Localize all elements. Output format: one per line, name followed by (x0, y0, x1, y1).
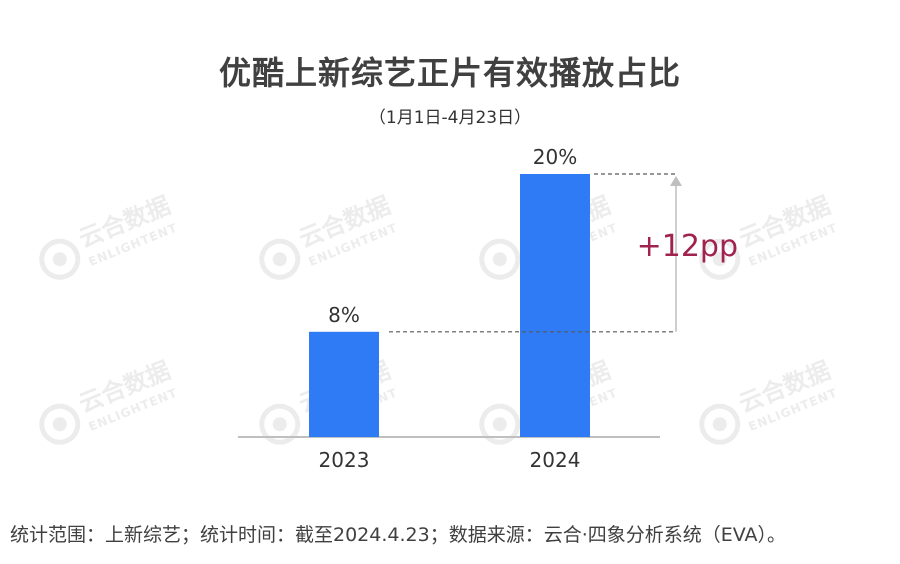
chart-subtitle: （1月1日-4月23日） (368, 108, 532, 128)
annotation-group: +12pp (389, 173, 738, 333)
chart-title: 优酷上新综艺正片有效播放占比 (218, 54, 681, 92)
value-label-2023: 8% (328, 303, 360, 327)
arrow-head-icon (670, 176, 682, 186)
category-label-2024: 2024 (530, 448, 581, 472)
bar-2024 (520, 174, 590, 437)
bars-group: 8% 2023 20% 2024 (309, 145, 590, 472)
delta-annotation: +12pp (637, 229, 738, 264)
value-label-2024: 20% (533, 145, 577, 169)
category-label-2023: 2023 (319, 448, 370, 472)
bar-2023 (309, 331, 379, 437)
source-note: 统计范围：上新综艺；统计时间：截至2024.4.23；数据来源：云合·四象分析系… (10, 524, 787, 546)
